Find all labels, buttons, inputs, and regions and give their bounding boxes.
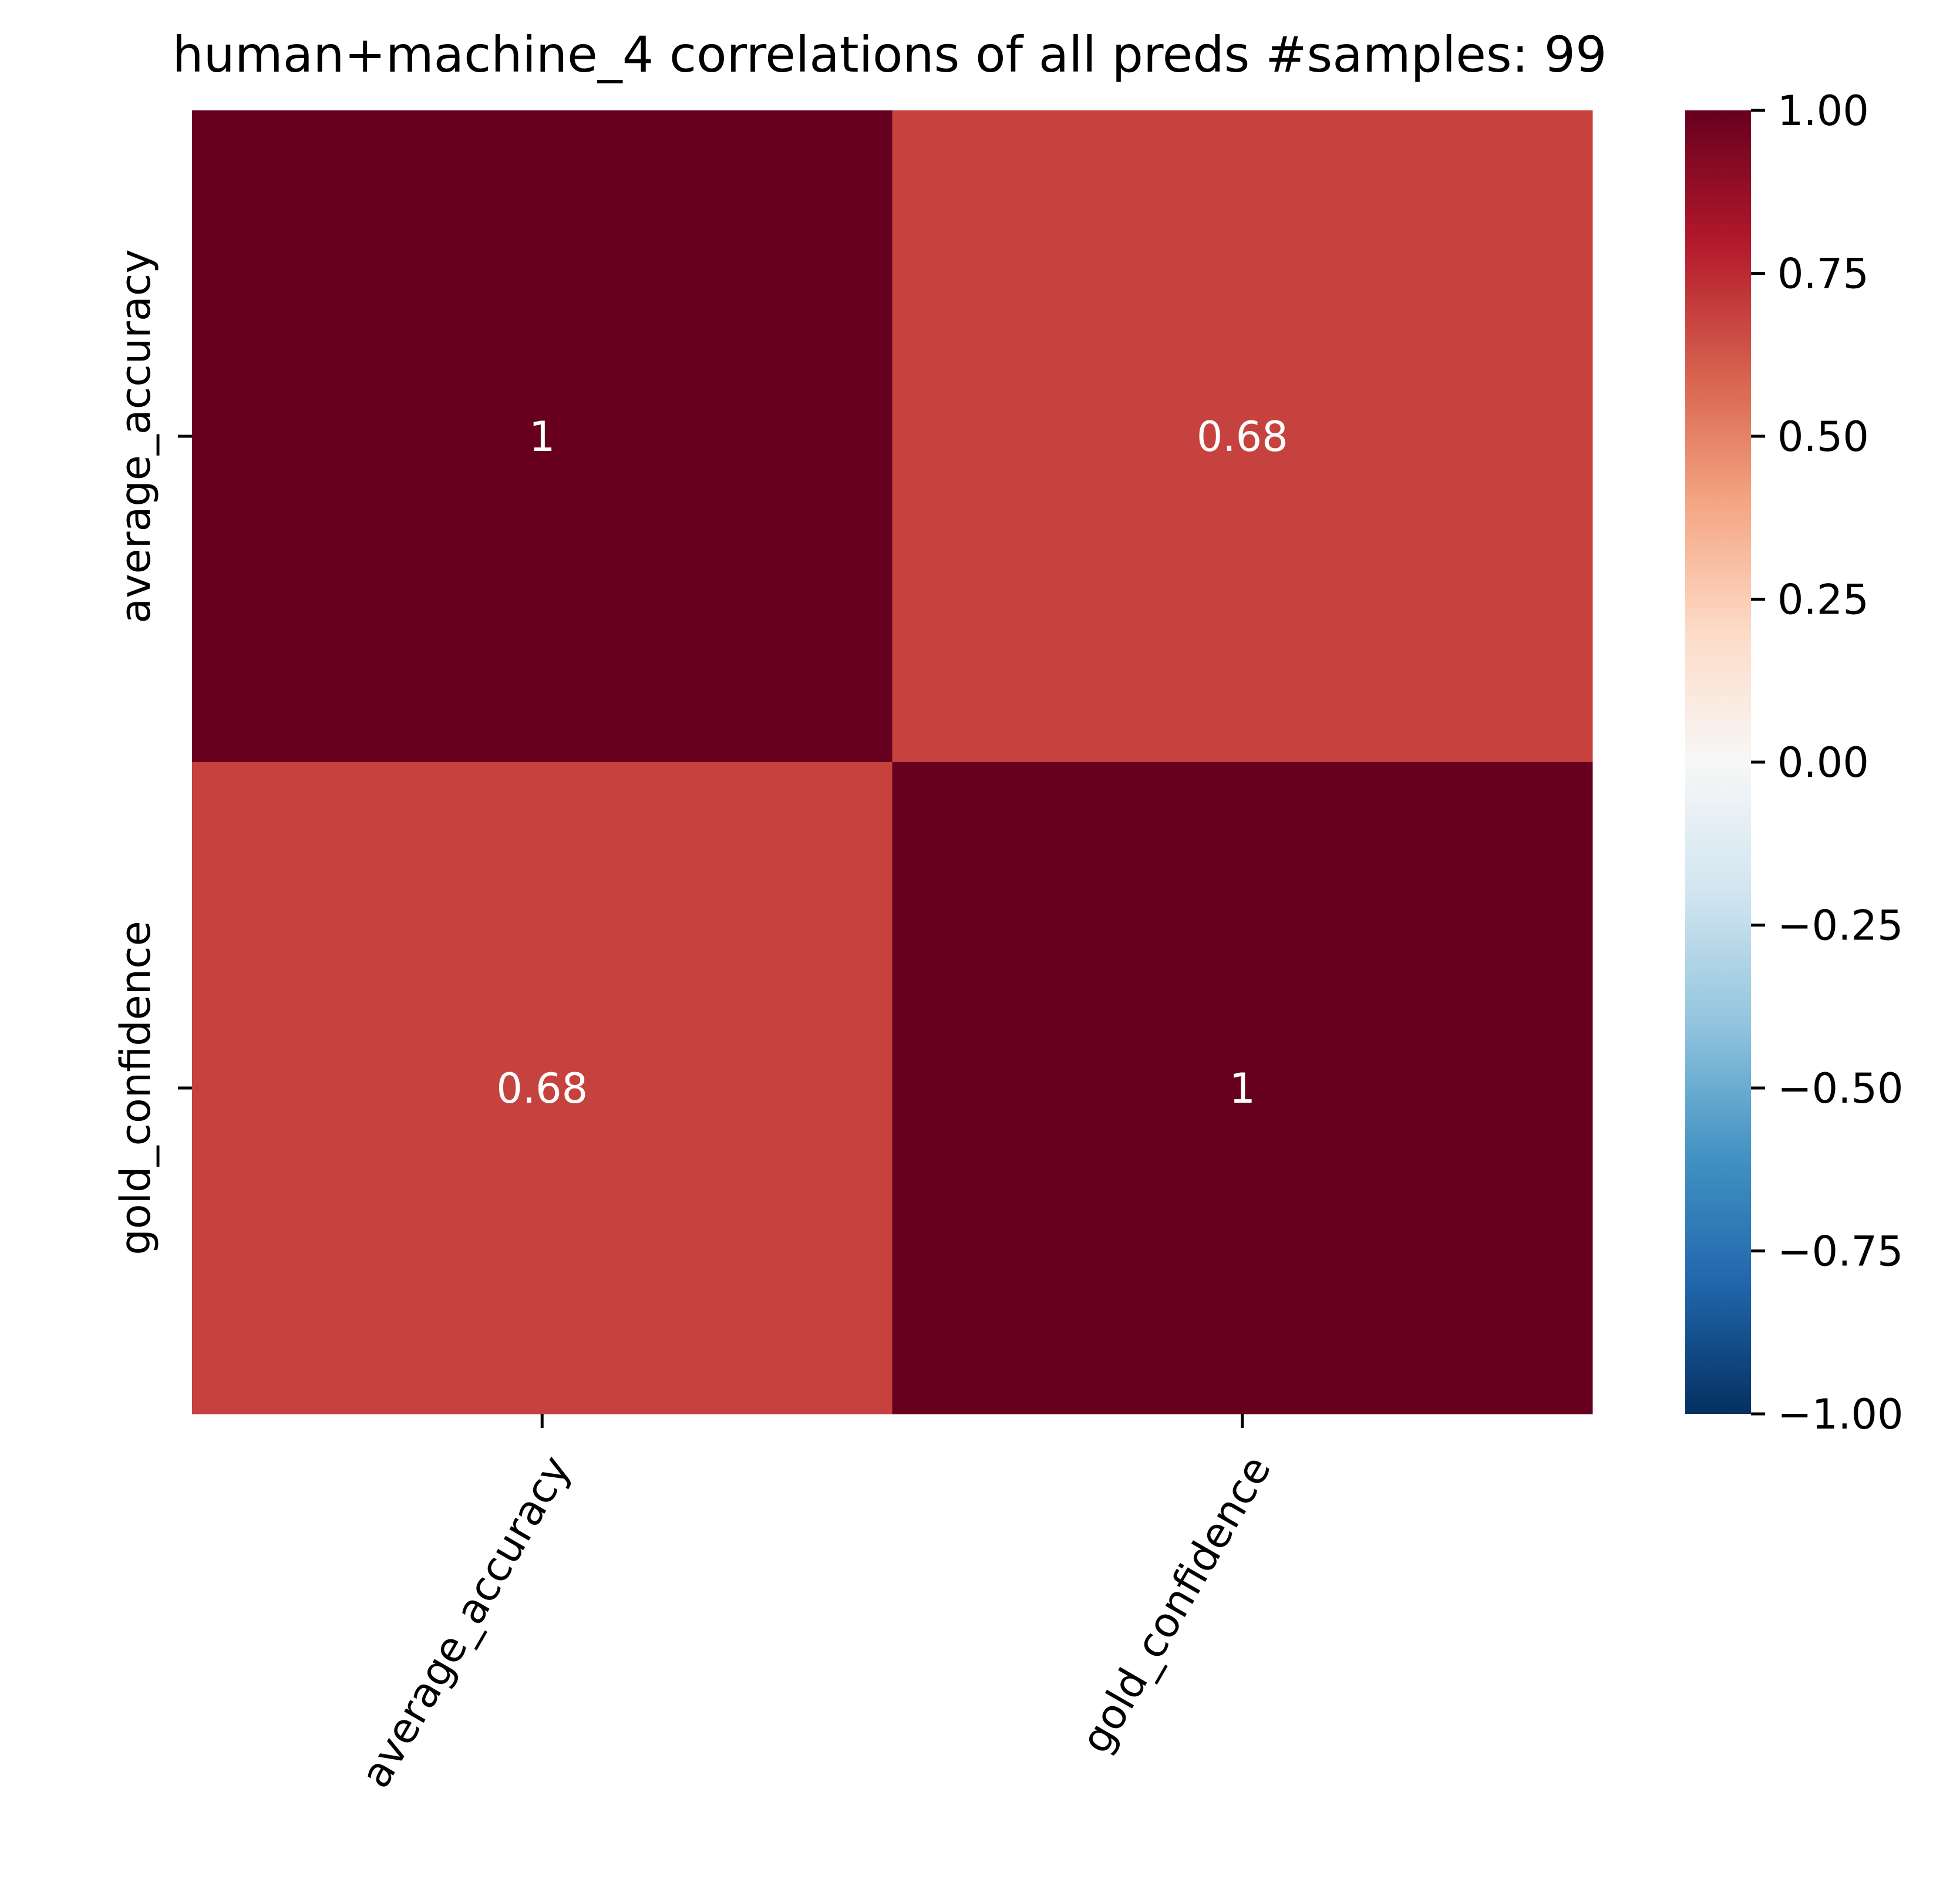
colorbar-tick-label-1: 0.75 — [1777, 250, 1869, 298]
x-axis: average_accuracy gold_confidence — [351, 1414, 1280, 1796]
x-tick-label-1: gold_confidence — [1072, 1448, 1281, 1761]
colorbar-tick-label-8: −1.00 — [1777, 1390, 1904, 1439]
heatmap-cell-0-0 — [192, 110, 893, 763]
heatmap-cell-1-1 — [892, 762, 1593, 1414]
cell-annotation-0-1: 0.68 — [1197, 413, 1288, 461]
colorbar-tick-label-7: −0.75 — [1777, 1228, 1904, 1276]
colorbar-tick-label-4: 0.00 — [1777, 739, 1869, 787]
heatmap-cells — [192, 110, 1593, 1414]
heatmap-cell-1-0 — [192, 762, 893, 1414]
colorbar-tick-label-5: −0.25 — [1777, 902, 1904, 950]
x-tick-label-0: average_accuracy — [351, 1448, 580, 1796]
chart-title: human+machine_4 correlations of all pred… — [172, 26, 1607, 83]
cell-annotation-1-1: 1 — [1229, 1065, 1255, 1113]
colorbar-tick-label-2: 0.50 — [1777, 413, 1869, 461]
colorbar-tick-label-3: 0.25 — [1777, 576, 1869, 624]
y-axis: average_accuracy gold_confidence — [112, 249, 192, 1255]
cell-annotations: 1 0.68 0.68 1 — [496, 413, 1288, 1113]
colorbar-tick-label-6: −0.50 — [1777, 1065, 1904, 1113]
colorbar-ticks: 1.00 0.75 0.50 0.25 0.00 −0.25 −0.50 −0.75 −1.00 — [1751, 87, 1904, 1439]
colorbar — [1685, 110, 1751, 1414]
heatmap-cell-0-1 — [892, 110, 1593, 763]
cell-annotation-0-0: 1 — [529, 413, 555, 461]
cell-annotation-1-0: 0.68 — [496, 1065, 588, 1113]
y-tick-label-1: gold_confidence — [112, 921, 160, 1255]
colorbar-gradient — [1685, 110, 1751, 1414]
y-tick-label-0: average_accuracy — [112, 249, 160, 623]
colorbar-tick-label-0: 1.00 — [1777, 87, 1869, 135]
